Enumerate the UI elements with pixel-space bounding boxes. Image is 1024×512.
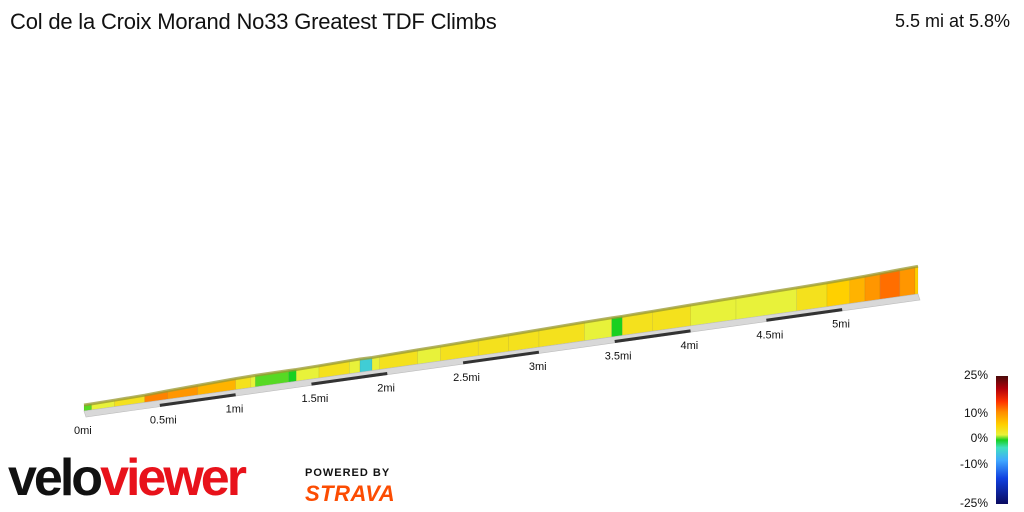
logo-text-velo: velo <box>8 449 103 507</box>
profile-base <box>83 293 921 418</box>
distance-tick-label: 4.5mi <box>756 329 783 341</box>
climb-stats: 5.5 mi at 5.8% <box>894 11 1010 31</box>
distance-tick-bar <box>462 350 540 365</box>
scale-label-0: 0% <box>970 431 988 445</box>
scale-label-minus-10: -10% <box>959 457 988 471</box>
gradient-segment <box>914 265 919 295</box>
distance-tick-label: 0.5mi <box>150 414 177 426</box>
distance-labels: 0mi 0.5mi 1mi 1.5mi 2mi 2.5mi 3mi 3.5mi 4mi 4.5mi… <box>74 319 850 437</box>
scale-label-25: 25% <box>963 368 988 382</box>
distance-tick-bar <box>311 371 388 386</box>
gradient-scale-bar <box>996 376 1008 504</box>
distance-tick-bar <box>766 308 843 322</box>
distance-tick-label: 2.5mi <box>453 372 480 384</box>
distance-tick-label: 3.5mi <box>605 351 632 363</box>
distance-tick-label: 5mi <box>832 319 850 331</box>
distance-tick-label: 3mi <box>529 361 547 373</box>
distance-tick-label: 2mi <box>377 382 395 394</box>
veloviewer-logo: veloviewer <box>8 449 247 507</box>
gradient-segment <box>899 266 916 297</box>
powered-by-label: POWERED BY <box>305 467 391 479</box>
profile-top-edge <box>83 264 919 407</box>
gradient-segment <box>864 273 881 302</box>
scale-label-10: 10% <box>963 406 988 420</box>
distance-tick-label: 1mi <box>226 404 244 416</box>
distance-tick-label: 0mi <box>74 425 92 437</box>
scale-label-minus-25: -25% <box>959 496 988 510</box>
distance-tick-label: 4mi <box>681 340 699 352</box>
strava-logo: STRAVA <box>305 481 396 506</box>
distance-ticks <box>159 308 843 407</box>
distance-tick-label: 1.5mi <box>301 393 328 405</box>
distance-tick-bar <box>614 329 691 344</box>
gradient-segment <box>611 315 623 338</box>
gradient-segment <box>849 275 866 304</box>
gradient-color-scale: 25% 10% 0% -10% -25% <box>946 368 1016 512</box>
distance-tick-bar <box>159 393 236 407</box>
logo-text-viewer: viewer <box>100 449 247 507</box>
chart-title: Col de la Croix Morand No33 Greatest TDF… <box>10 9 497 34</box>
